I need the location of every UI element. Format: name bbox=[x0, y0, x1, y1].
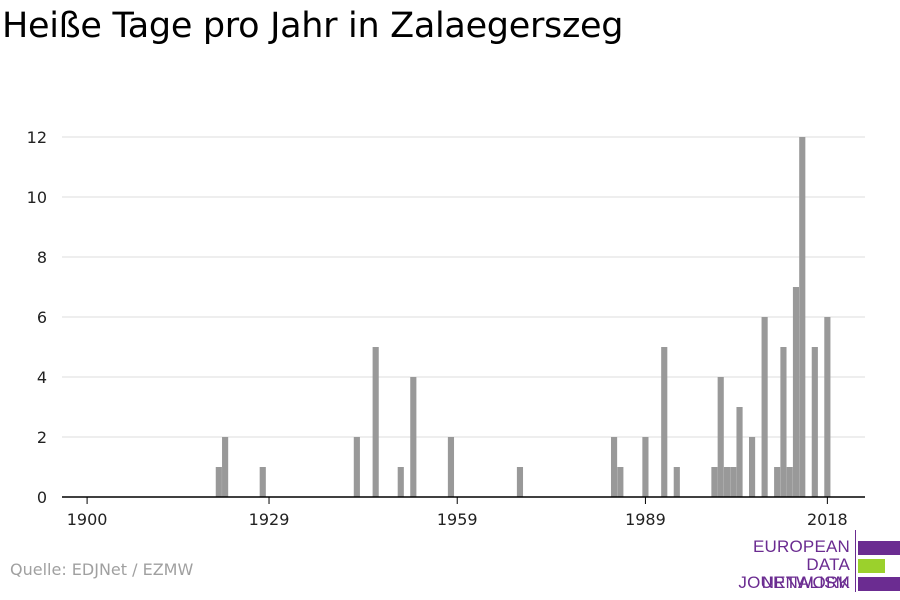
y-axis-labels: 0 2 4 6 8 10 12 bbox=[27, 128, 47, 507]
logo-line-2: DATA JOURNALISM bbox=[738, 555, 850, 592]
source-note: Quelle: EDJNet / EZMW bbox=[10, 560, 194, 579]
x-tick-label-1900: 1900 bbox=[67, 510, 108, 529]
logo-line-3: NETWORK bbox=[761, 573, 850, 592]
bar-2010 bbox=[774, 467, 781, 497]
bar-1952 bbox=[410, 377, 417, 497]
logo-bar-2 bbox=[858, 559, 885, 573]
y-tick-label-0: 0 bbox=[37, 488, 47, 507]
bar-2004 bbox=[736, 407, 743, 497]
bar-2000 bbox=[711, 467, 718, 497]
y-tick-label-10: 10 bbox=[27, 188, 47, 207]
grid-lines bbox=[62, 136, 865, 438]
y-tick-label-12: 12 bbox=[27, 128, 47, 147]
y-tick-label-4: 4 bbox=[37, 368, 47, 387]
bar-2014 bbox=[799, 137, 806, 497]
bar-1946 bbox=[372, 347, 379, 497]
bar-1984 bbox=[610, 437, 618, 497]
bar-2018 bbox=[824, 317, 831, 497]
bar-2003 bbox=[730, 467, 737, 497]
bar-1969 bbox=[516, 467, 524, 497]
bar-2006 bbox=[749, 437, 756, 497]
bar-1985 bbox=[617, 467, 624, 497]
bar-1922 bbox=[222, 437, 229, 497]
x-axis: 1900 1929 1959 1989 2018 bbox=[62, 496, 865, 529]
logo-separator bbox=[855, 530, 856, 592]
bar-1943 bbox=[353, 437, 360, 497]
bar-1958 bbox=[447, 437, 455, 497]
bar-1989 bbox=[642, 437, 649, 497]
logo-line-1: EUROPEAN bbox=[752, 537, 850, 556]
bar-1994 bbox=[673, 467, 680, 497]
x-tick-label-1929: 1929 bbox=[249, 510, 290, 529]
x-tick-label-2018: 2018 bbox=[807, 510, 848, 529]
bar-2013 bbox=[792, 287, 800, 497]
bars bbox=[215, 137, 831, 497]
bar-2008 bbox=[761, 317, 768, 497]
edjnet-logo[interactable]: EUROPEAN DATA JOURNALISM NETWORK bbox=[700, 530, 900, 600]
bar-2001 bbox=[717, 377, 724, 497]
logo-bar-3 bbox=[858, 577, 900, 591]
y-tick-label-2: 2 bbox=[37, 428, 47, 447]
bar-1921 bbox=[215, 467, 222, 497]
x-tick-label-1989: 1989 bbox=[625, 510, 666, 529]
bar-1992 bbox=[661, 347, 668, 497]
chart-title: Heiße Tage pro Jahr in Zalaegerszeg bbox=[2, 6, 624, 46]
y-tick-label-6: 6 bbox=[37, 308, 47, 327]
bar-2012 bbox=[786, 467, 793, 497]
x-tick-label-1959: 1959 bbox=[437, 510, 478, 529]
logo-bar-1 bbox=[858, 541, 900, 555]
bar-1950 bbox=[397, 467, 404, 497]
bar-2011 bbox=[780, 347, 787, 497]
bar-1928 bbox=[259, 467, 266, 497]
bar-2016 bbox=[811, 347, 818, 497]
bar-2002 bbox=[723, 467, 731, 497]
y-tick-label-8: 8 bbox=[37, 248, 47, 267]
